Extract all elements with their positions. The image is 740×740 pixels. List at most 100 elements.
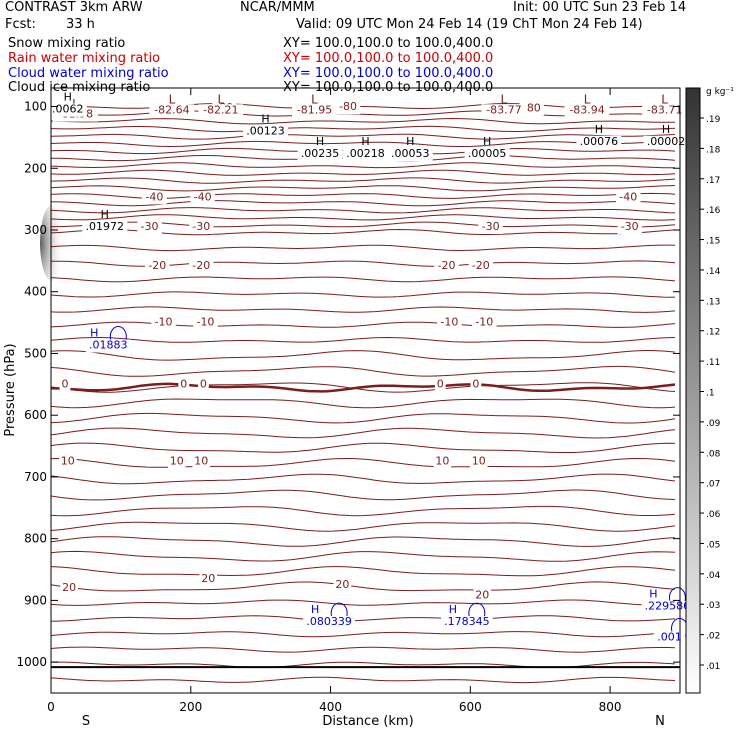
y-tick-label: 500 [24, 346, 47, 360]
temperature-contour [50, 169, 676, 176]
temperature-contour [50, 306, 676, 313]
temperature-label: 10 [170, 455, 184, 468]
temperature-contour [50, 185, 676, 192]
legend-rain-xy: XY= 100.0,100.0 to 100.0,400.0 [283, 51, 494, 66]
temperature-contour [50, 177, 676, 184]
maximum-value-bg [387, 148, 433, 162]
temperature-label: -20 [438, 259, 456, 272]
x-axis-label: Distance (km) [322, 714, 413, 729]
temperature-contour [50, 631, 676, 638]
cloud-water-maximum-value-bg [440, 616, 493, 630]
cloud-water-maximum-marker: H [311, 603, 319, 616]
temperature-label: 10 [435, 455, 449, 468]
temperature-label: -40 [145, 190, 163, 203]
maximum-value: .0062 [52, 103, 84, 116]
temperature-label-bg [470, 378, 482, 392]
temperature-label-bg [178, 378, 190, 392]
temperature-label-bg [333, 579, 352, 593]
maximum-marker: H [483, 135, 491, 148]
minimum-value-bg [481, 104, 527, 118]
temperature-label-bg [473, 589, 492, 603]
temperature-contour [50, 398, 676, 409]
end-label-north: N [655, 714, 665, 729]
colorbar-tick-label: .06 [706, 510, 721, 520]
colorbar-tick-label: .17 [706, 176, 720, 186]
colorbar-tick-label: .04 [706, 571, 721, 581]
temperature-contour [50, 140, 675, 148]
temperature-label: -80 [339, 100, 357, 113]
x-tick-label: 200 [179, 700, 202, 714]
temperature-contour [50, 125, 676, 133]
temperature-label-bg [616, 191, 641, 205]
temperature-label-bg [189, 220, 214, 234]
cloud-water-maximum-value-bg [85, 339, 131, 353]
temperature-label-bg [434, 378, 446, 392]
temperature-contour [50, 321, 676, 328]
temperature-label: -10 [196, 316, 214, 329]
temperature-contour [50, 473, 676, 485]
temperature-contour [50, 550, 676, 562]
temperature-contour [50, 382, 676, 393]
temperature-contour [50, 646, 676, 653]
temperature-label-bg [58, 455, 77, 469]
maximum-value: .00076 [580, 135, 619, 148]
temperature-label-bg [197, 378, 209, 392]
temperature-contour [50, 412, 676, 424]
forecast-label: Fcst: [5, 17, 36, 32]
y-axis-label: Pressure (hPa) [3, 343, 18, 436]
maximum-marker: H [261, 112, 269, 125]
temperature-label: -40 [619, 190, 637, 203]
colorbar-tick-label: .15 [706, 237, 720, 247]
forecast-value: 33 h [66, 17, 95, 32]
y-tick-label: 1000 [16, 655, 47, 669]
legend-snow-xy: XY= 100.0,100.0 to 100.0,400.0 [283, 36, 494, 51]
temperature-label: 0 [472, 377, 479, 390]
x-tick-label: 400 [319, 700, 342, 714]
minimum-marker: L [501, 92, 508, 106]
temperature-contour [50, 676, 676, 684]
maximum-value: .00053 [391, 147, 430, 160]
maximum-marker: H [101, 208, 109, 221]
freezing-level-contour [50, 382, 676, 393]
maximum-marker: H [662, 123, 670, 136]
x-tick-label: 600 [459, 700, 482, 714]
colorbar-tick-label: .19 [706, 115, 721, 125]
minimum-value-bg [642, 104, 688, 118]
colorbar-tick-label: .03 [706, 601, 720, 611]
temperature-label: 10 [472, 455, 486, 468]
maximum-value: .00218 [346, 147, 385, 160]
minimum-value: -83.94 [569, 103, 604, 116]
temperature-label: -30 [192, 220, 210, 233]
temperature-label: -30 [482, 220, 500, 233]
maximum-value-bg [343, 148, 388, 162]
minimum-value: -82.64 [154, 103, 189, 116]
minimum-value-bg [292, 104, 337, 118]
y-tick-label: 400 [24, 285, 47, 299]
temperature-label-bg [468, 259, 494, 273]
x-tick-label: 800 [599, 700, 622, 714]
temperature-label-bg [469, 455, 488, 469]
colorbar [685, 87, 701, 694]
temperature-label-bg [478, 220, 503, 234]
temperature-label-bg [142, 191, 167, 205]
temperature-label: -30 [141, 220, 159, 233]
temperature-label: -20 [472, 259, 490, 272]
temperature-label: -10 [440, 316, 458, 329]
temperature-label-bg [145, 259, 170, 273]
cloud-water-maximum-value-bg [303, 616, 356, 630]
colorbar-tick-label: .18 [706, 145, 721, 155]
temperature-label-bg [199, 572, 218, 586]
temperature-label: 0 [61, 377, 68, 390]
temperature-contour [50, 207, 676, 214]
maximum-marker: H [316, 135, 324, 148]
cloud-water-maximum-value: .01883 [89, 339, 128, 352]
minimum-value: -81.95 [297, 103, 332, 116]
temperature-label: -40 [194, 190, 212, 203]
temperature-contour [50, 214, 676, 221]
temperature-contour [50, 133, 676, 140]
temperature-contour [50, 442, 676, 453]
minimum-marker: L [169, 92, 176, 106]
temperature-label-bg [59, 378, 71, 392]
minimum-value-bg [149, 104, 195, 118]
temperature-label: 0 [200, 377, 207, 390]
